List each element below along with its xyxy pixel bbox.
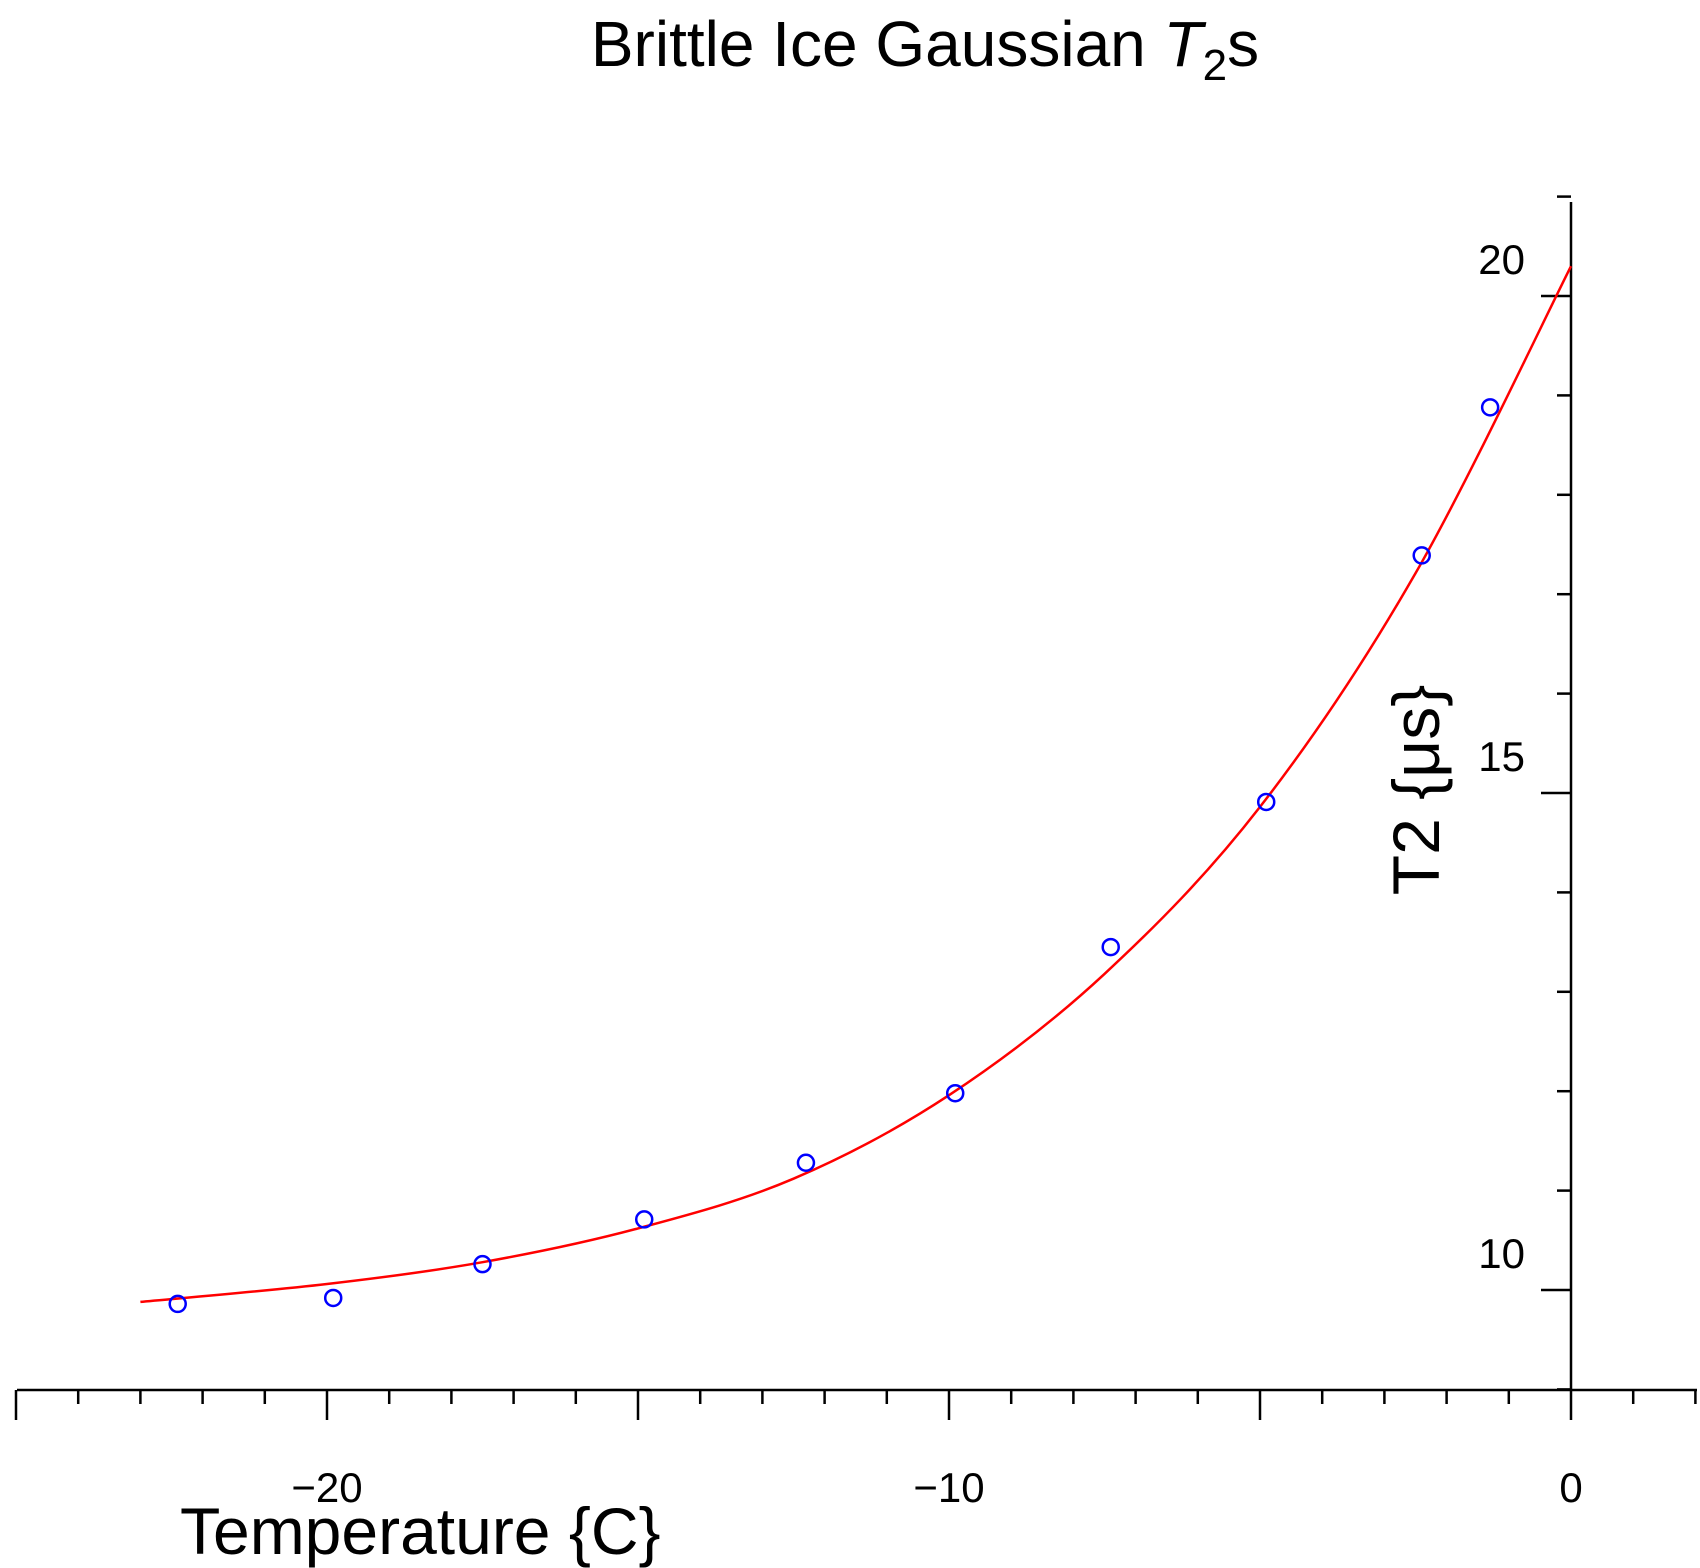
fit-curve — [140, 265, 1573, 1304]
data-point — [1412, 546, 1431, 565]
plot-area — [140, 265, 1573, 1314]
x-axis: −20 −10 0 — [14, 1388, 1697, 1511]
data-point — [323, 1288, 343, 1308]
data-point — [1101, 937, 1120, 957]
x-tick-label: −10 — [913, 1464, 984, 1511]
data-point — [945, 1083, 965, 1103]
title-text-main: Brittle Ice Gaussian — [591, 8, 1164, 80]
x-tick-label: −20 — [291, 1464, 362, 1511]
title-subscript: 2 — [1203, 41, 1227, 90]
data-point — [168, 1294, 187, 1314]
title-suffix: s — [1227, 8, 1259, 80]
y-tick-label: 10 — [1478, 1230, 1525, 1277]
x-tick-label: 0 — [1559, 1464, 1582, 1511]
data-point — [634, 1210, 654, 1229]
data-point — [473, 1254, 492, 1274]
y-tick-label: 15 — [1478, 733, 1525, 780]
data-point — [1256, 792, 1276, 812]
title-symbol: T — [1164, 8, 1207, 80]
data-point — [1480, 398, 1500, 417]
chart-title: Brittle Ice Gaussian T2s — [591, 8, 1259, 90]
x-axis-label: Temperature {C} — [180, 1494, 661, 1568]
y-axis-label: T2 {μs} — [1379, 685, 1453, 895]
y-axis: 10 15 20 — [1478, 195, 1573, 1391]
y-tick-label: 20 — [1478, 236, 1525, 283]
data-point — [796, 1153, 816, 1173]
